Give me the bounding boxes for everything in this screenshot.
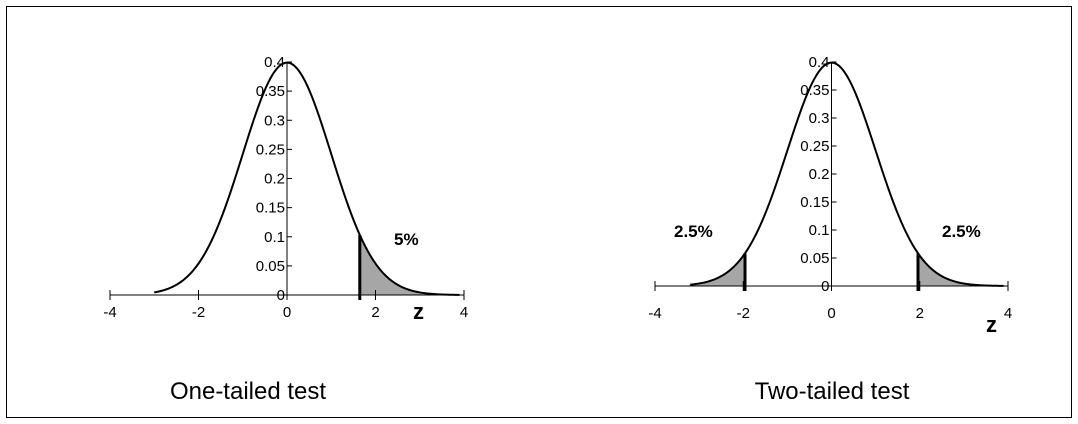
y-tick-label: 0.35 bbox=[800, 82, 829, 99]
x-tick-label: 2 bbox=[371, 304, 379, 321]
x-tick-label: 0 bbox=[827, 305, 835, 322]
caption-two-tailed: Two-tailed test bbox=[754, 378, 910, 405]
y-tick-label: 0.2 bbox=[264, 171, 285, 188]
x-tick-label: 2 bbox=[916, 305, 924, 322]
y-tick-label: 0 bbox=[821, 278, 829, 295]
y-tick-label: 0.15 bbox=[800, 194, 829, 211]
density-curve bbox=[690, 61, 1004, 287]
y-tick-label: 0.3 bbox=[264, 112, 285, 129]
y-tick-label: 0.3 bbox=[809, 110, 830, 127]
x-tick-label: -2 bbox=[192, 304, 205, 321]
y-tick-label: 0.1 bbox=[264, 229, 285, 246]
y-tick-label: 0.15 bbox=[256, 200, 285, 217]
density-curve bbox=[154, 61, 460, 296]
x-tick-label: -4 bbox=[648, 305, 661, 322]
x-tick-label: -4 bbox=[103, 304, 116, 321]
y-tick-label: 0.1 bbox=[809, 222, 830, 239]
region-label-0: 2.5% bbox=[674, 222, 713, 241]
y-tick-label: 0.25 bbox=[256, 141, 285, 158]
y-tick-label: 0.35 bbox=[256, 83, 285, 100]
x-axis-label: z bbox=[413, 299, 424, 324]
y-tick-label: 0.25 bbox=[800, 138, 829, 155]
y-tick-label: 0.4 bbox=[809, 54, 830, 71]
y-tick-label: 0.05 bbox=[800, 250, 829, 267]
shaded-region-0 bbox=[689, 251, 746, 287]
x-tick-label: 4 bbox=[1004, 305, 1012, 322]
one-tailed-chart: -4 -2 0 2 4 0 0.05 0.1 0.15 0.2 0.25 0.3 0.35 0.4 5% z bbox=[103, 54, 468, 324]
y-tick-label: 0 bbox=[277, 287, 285, 304]
x-tick-label: 0 bbox=[283, 304, 291, 321]
shaded-region-1 bbox=[917, 251, 1005, 287]
y-tick-label: 0.2 bbox=[809, 166, 830, 183]
figure-frame bbox=[6, 6, 1072, 418]
caption-one-tailed: One-tailed test bbox=[169, 378, 327, 405]
y-tick-label: 0.4 bbox=[264, 54, 285, 71]
region-label-1: 2.5% bbox=[942, 222, 981, 241]
y-tick-label: 0.05 bbox=[256, 258, 285, 275]
x-axis-label: z bbox=[986, 312, 997, 337]
x-tick-label: -2 bbox=[737, 305, 750, 322]
region-label-0: 5% bbox=[394, 230, 419, 249]
x-tick-label: 4 bbox=[460, 304, 468, 321]
two-tailed-chart: -4 -2 0 2 4 0 0.05 0.1 0.15 0.2 0.25 0.3 0.35 0.4 2.5%… bbox=[648, 54, 1012, 337]
